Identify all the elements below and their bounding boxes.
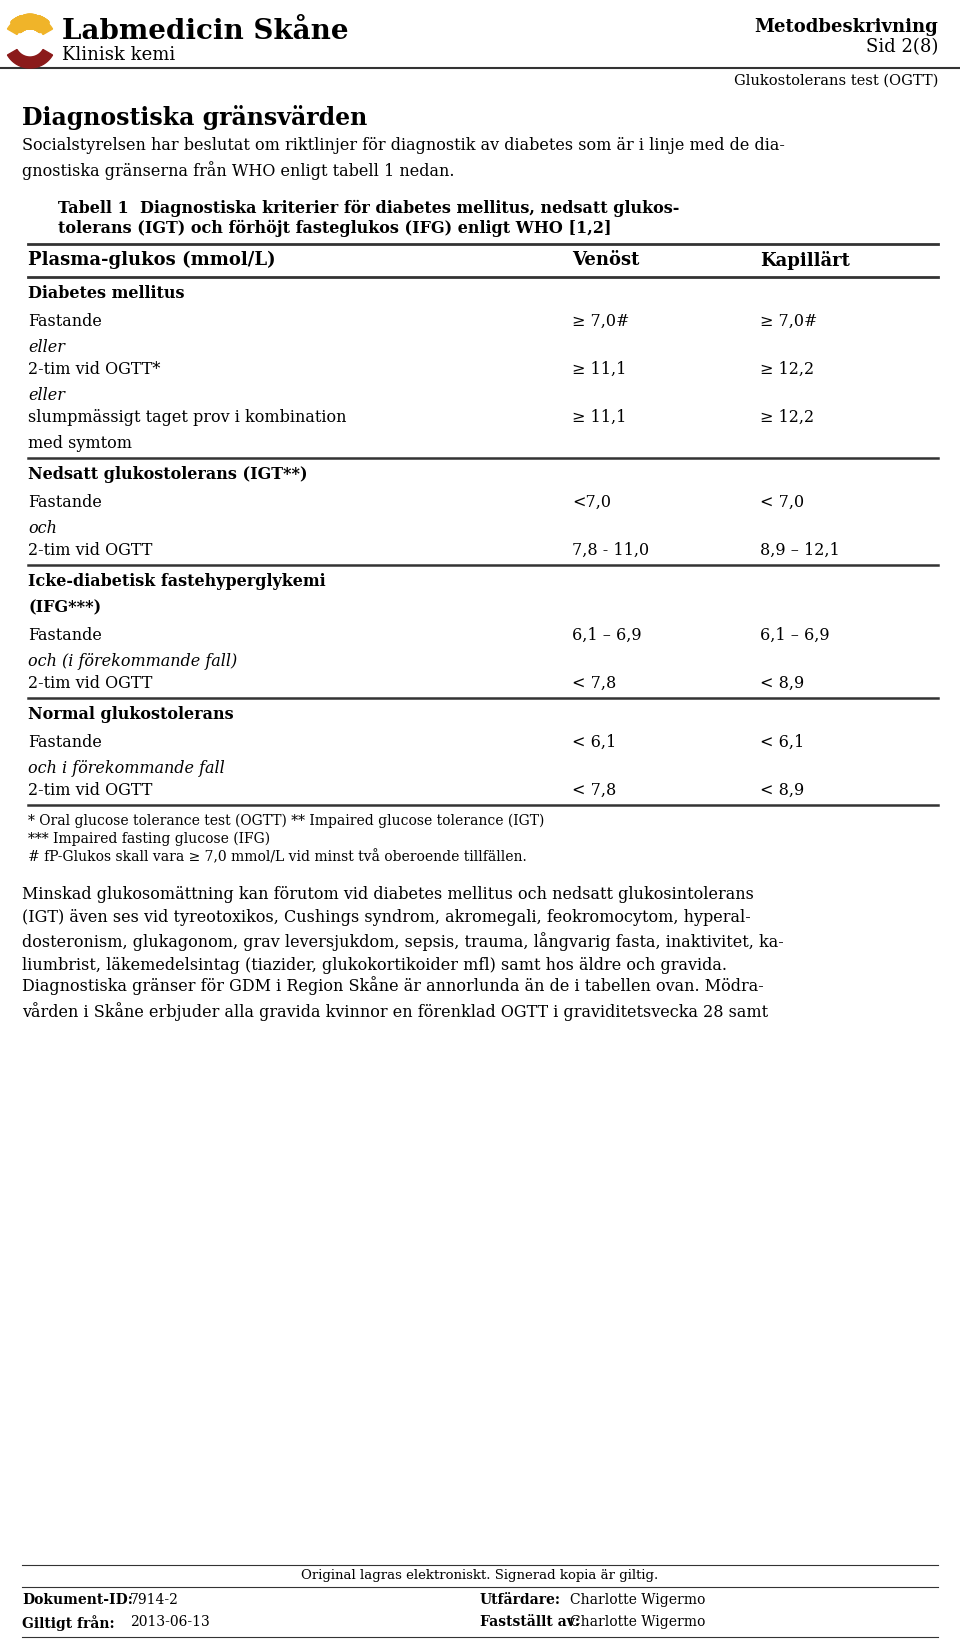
Text: < 7,0: < 7,0 [760,494,804,510]
Text: Normal glukostolerans: Normal glukostolerans [28,706,233,724]
Text: ≥ 11,1: ≥ 11,1 [572,409,626,427]
Text: ≥ 12,2: ≥ 12,2 [760,409,814,427]
Text: Minskad glukosomättning kan förutom vid diabetes mellitus och nedsatt glukosinto: Minskad glukosomättning kan förutom vid … [22,886,783,975]
Text: Original lagras elektroniskt. Signerad kopia är giltig.: Original lagras elektroniskt. Signerad k… [301,1569,659,1582]
Text: eller: eller [28,387,65,404]
Text: Fastande: Fastande [28,734,102,752]
Text: och i förekommande fall: och i förekommande fall [28,760,225,776]
Text: Diabetes mellitus: Diabetes mellitus [28,286,184,302]
Text: och (i förekommande fall): och (i förekommande fall) [28,653,237,670]
Text: < 8,9: < 8,9 [760,783,804,799]
Text: Socialstyrelsen har beslutat om riktlinjer för diagnostik av diabetes som är i l: Socialstyrelsen har beslutat om riktlinj… [22,136,785,179]
Text: Fastande: Fastande [28,313,102,330]
Text: < 7,8: < 7,8 [572,783,616,799]
Text: (IFG***): (IFG***) [28,599,101,615]
Text: * Oral glucose tolerance test (OGTT) ** Impaired glucose tolerance (IGT): * Oral glucose tolerance test (OGTT) ** … [28,814,544,829]
Text: Diagnostiska gränser för GDM i Region Skåne är annorlunda än de i tabellen ovan.: Diagnostiska gränser för GDM i Region Sk… [22,976,768,1021]
Text: 2-tim vid OGTT: 2-tim vid OGTT [28,674,153,693]
Text: Charlotte Wigermo: Charlotte Wigermo [570,1593,706,1607]
Text: 8,9 – 12,1: 8,9 – 12,1 [760,542,840,560]
Text: 7914-2: 7914-2 [130,1593,179,1607]
Text: slumpmässigt taget prov i kombination: slumpmässigt taget prov i kombination [28,409,347,427]
Text: Venöst: Venöst [572,251,639,269]
Text: < 6,1: < 6,1 [760,734,804,752]
Text: Kapillärt: Kapillärt [760,251,850,271]
Text: Sid 2(8): Sid 2(8) [866,38,938,56]
Text: Dokument-ID:: Dokument-ID: [22,1593,132,1607]
Text: 2-tim vid OGTT: 2-tim vid OGTT [28,542,153,560]
Text: 7,8 - 11,0: 7,8 - 11,0 [572,542,649,560]
Text: och: och [28,520,57,537]
Text: < 7,8: < 7,8 [572,674,616,693]
Text: Icke-diabetisk fastehyperglykemi: Icke-diabetisk fastehyperglykemi [28,573,325,591]
Text: 2-tim vid OGTT*: 2-tim vid OGTT* [28,361,160,377]
Text: Fastställt av:: Fastställt av: [480,1615,580,1630]
Text: Glukostolerans test (OGTT): Glukostolerans test (OGTT) [733,74,938,89]
Text: 2-tim vid OGTT: 2-tim vid OGTT [28,783,153,799]
Text: *** Impaired fasting glucose (IFG): *** Impaired fasting glucose (IFG) [28,832,270,847]
Text: Metodbeskrivning: Metodbeskrivning [755,18,938,36]
Text: Fastande: Fastande [28,627,102,643]
Text: 2013-06-13: 2013-06-13 [130,1615,209,1630]
Text: Fastande: Fastande [28,494,102,510]
Polygon shape [8,49,53,67]
Text: Labmedicin Skåne: Labmedicin Skåne [62,18,348,44]
Text: Klinisk kemi: Klinisk kemi [62,46,176,64]
Text: Plasma-glukos (mmol/L): Plasma-glukos (mmol/L) [28,251,276,269]
Text: eller: eller [28,340,65,356]
Text: Nedsatt glukostolerans (IGT**): Nedsatt glukostolerans (IGT**) [28,466,307,482]
Text: Giltigt från:: Giltigt från: [22,1615,114,1631]
Text: <7,0: <7,0 [572,494,611,510]
Polygon shape [8,16,53,34]
Text: ≥ 7,0#: ≥ 7,0# [572,313,630,330]
Text: ≥ 12,2: ≥ 12,2 [760,361,814,377]
Text: tolerans (IGT) och förhöjt fasteglukos (IFG) enligt WHO [1,2]: tolerans (IGT) och förhöjt fasteglukos (… [58,220,612,238]
Text: 6,1 – 6,9: 6,1 – 6,9 [760,627,829,643]
Text: < 6,1: < 6,1 [572,734,616,752]
Text: Tabell 1  Diagnostiska kriterier för diabetes mellitus, nedsatt glukos-: Tabell 1 Diagnostiska kriterier för diab… [58,200,680,217]
Text: ≥ 7,0#: ≥ 7,0# [760,313,817,330]
Text: Diagnostiska gränsvärden: Diagnostiska gränsvärden [22,105,368,130]
Text: Charlotte Wigermo: Charlotte Wigermo [570,1615,706,1630]
Text: # fP-Glukos skall vara ≥ 7,0 mmol/L vid minst två oberoende tillfällen.: # fP-Glukos skall vara ≥ 7,0 mmol/L vid … [28,850,527,865]
Text: ≥ 11,1: ≥ 11,1 [572,361,626,377]
Text: med symtom: med symtom [28,435,132,451]
Text: Utfärdare:: Utfärdare: [480,1593,561,1607]
Text: 6,1 – 6,9: 6,1 – 6,9 [572,627,641,643]
Text: < 8,9: < 8,9 [760,674,804,693]
